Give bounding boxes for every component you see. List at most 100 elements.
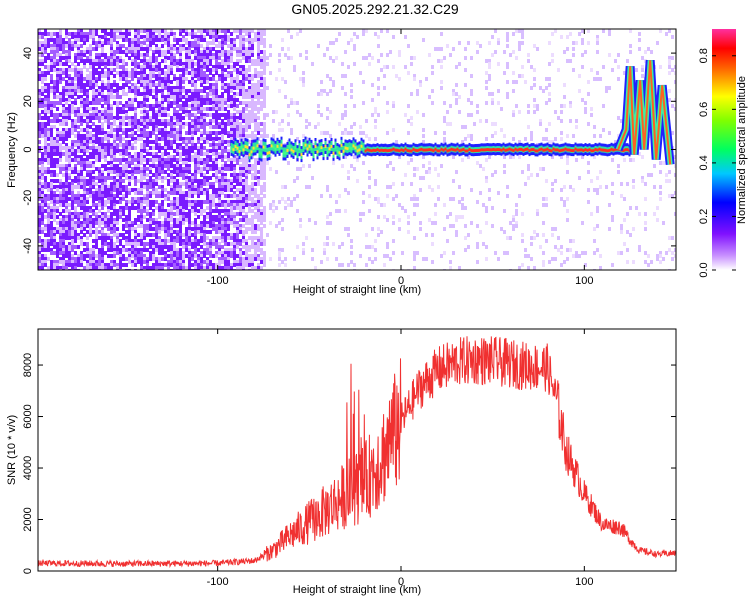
spectrogram-cell [176,89,179,93]
spectrogram-cell [80,224,83,228]
spectrogram-cell [161,53,164,57]
spectrogram-cell [242,116,245,120]
spectrogram-cell [257,161,260,165]
spectrogram-cell [152,50,155,54]
spectrogram-cell [245,77,248,81]
spectrogram-cell [203,137,206,141]
spectrogram-cell [221,41,224,45]
spectrogram-cell [170,146,173,150]
spectrogram-cell [191,239,194,243]
spectrogram-cell [323,89,326,93]
spectrogram-cell [197,224,200,228]
spectrogram-cell [248,188,251,192]
spectrogram-cell [287,47,290,51]
spectrogram-cell [191,83,194,87]
spectrogram-cell [50,161,53,165]
spectrogram-cell [245,245,248,249]
spectrogram-cell [173,113,176,117]
spectrogram-cell [125,176,128,180]
spectrogram-cell [65,116,68,120]
spectrogram-cell [185,110,188,114]
spectrogram-cell [239,89,242,93]
spectrogram-cell [200,254,203,258]
spectrogram-cell [257,50,260,54]
spectrogram-cell [236,200,239,204]
spectrogram-cell [332,161,335,165]
spectrogram-cell [122,89,125,93]
spectrogram-cell [50,239,53,243]
spectrogram-cell [143,227,146,231]
spectrogram-cell [134,89,137,93]
spectrogram-cell [194,92,197,96]
spectrogram-cell [50,146,53,150]
spectrogram-cell [188,188,191,192]
spectrogram-cell [41,254,44,258]
spectrogram-cell [86,206,89,210]
spectrogram-cell [194,155,197,159]
spectrogram-cell [56,68,59,72]
spectrogram-cell [197,62,200,66]
spectrogram-cell [218,236,221,240]
spectrogram-cell [194,173,197,177]
spectrogram-cell [56,197,59,201]
spectrogram-cell [242,257,245,261]
spectrogram-cell [113,56,116,60]
spectrogram-cell [143,119,146,123]
spectrogram-cell [227,113,230,117]
spectrogram-cell [362,29,365,33]
spectrogram-cell [278,122,281,126]
spectrogram-cell [221,98,224,102]
spectrogram-cell [86,140,89,144]
spectrogram-cell [41,104,44,108]
spectrogram-cell [119,119,122,123]
spectrogram-cell [155,170,158,174]
spectrogram-cell [326,185,329,189]
spectrogram-cell [95,176,98,180]
spectrogram-cell [134,74,137,78]
spectrogram-cell [254,230,257,234]
spectrogram-cell [176,206,179,210]
spectrogram-cell [152,89,155,93]
spectrogram-cell [269,53,272,57]
spectrogram-cell [191,140,194,144]
spectrogram-cell [92,191,95,195]
spectrogram-cell [38,122,41,126]
spectrogram-cell [263,224,266,228]
spectrogram-cell [116,233,119,237]
spectrogram-cell [236,68,239,72]
spectrogram-cell [161,239,164,243]
spectrogram-cell [83,224,86,228]
spectrogram-cell [212,125,215,129]
spectrogram-cell [53,47,56,51]
spectrogram-cell [146,179,149,183]
spectrogram-cell [71,221,74,225]
spectrogram-cell [305,119,308,123]
spectrogram-cell [44,74,47,78]
spectrogram-cell [167,197,170,201]
spectrogram-cell [239,200,242,204]
spectrogram-cell [152,107,155,111]
spectrogram-cell [185,113,188,117]
spectrogram-cell [101,206,104,210]
spectrogram-cell [176,134,179,138]
spectrogram-cell [140,74,143,78]
spectrogram-cell [170,119,173,123]
spectrogram-cell [50,89,53,93]
spectrogram-cell [116,59,119,63]
spectrogram-cell [227,254,230,258]
spectrogram-cell [245,107,248,111]
spectrogram-cell [257,176,260,180]
spectrogram-cell [77,194,80,198]
spectrogram-cell [416,167,419,171]
spectrogram-cell [290,203,293,207]
spectrogram-cell [83,128,86,132]
spectrogram-cell [71,140,74,144]
spectrogram-cell [197,158,200,162]
spectrogram-cell [41,47,44,51]
spectrogram-cell [155,233,158,237]
spectrogram-cell [104,74,107,78]
spectrogram-cell [155,116,158,120]
spectrogram-cell [143,104,146,108]
spectrogram-cell [383,254,386,258]
spectrogram-cell [260,242,263,246]
